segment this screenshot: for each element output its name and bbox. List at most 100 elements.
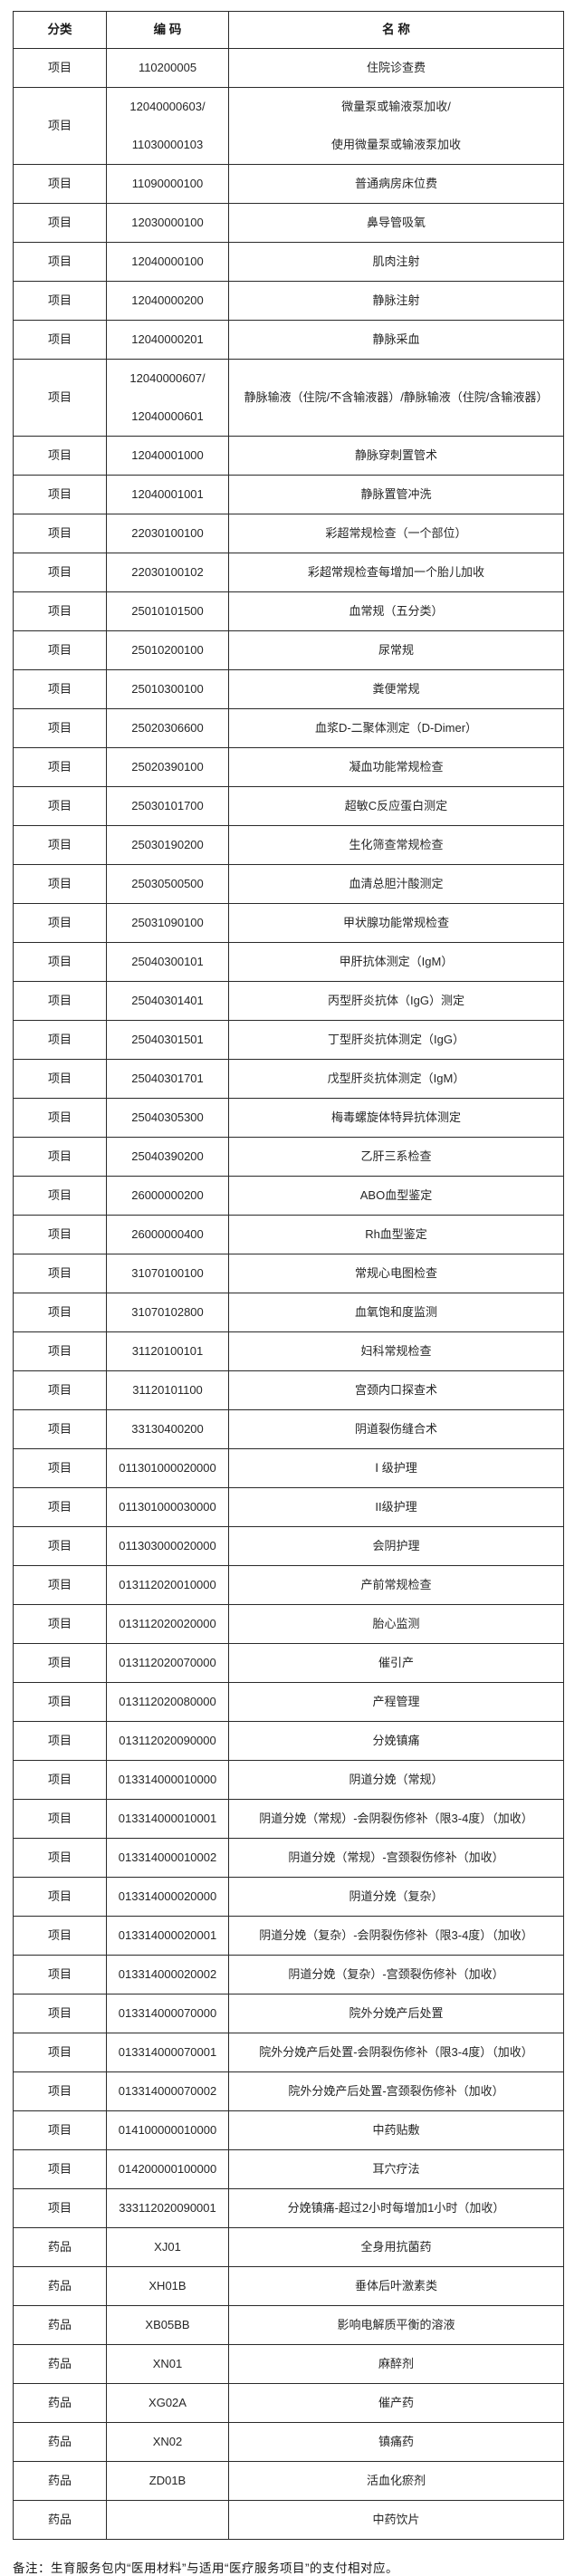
category-cell: 项目 (13, 2149, 107, 2189)
category-cell: 项目 (13, 553, 107, 592)
table-row: 项目 013314000020001 阴道分娩（复杂）-会阴裂伤修补（限3-4度… (13, 1916, 564, 1956)
code-cell: 31070100100 (106, 1254, 229, 1293)
category-cell: 药品 (13, 2305, 107, 2345)
code-cell: 011301000020000 (106, 1448, 229, 1488)
name-cell: 阴道分娩（复杂）-宫颈裂伤修补（加收） (228, 1955, 564, 1994)
table-row: 项目 014100000010000 中药贴敷 (13, 2110, 564, 2150)
table-row: 项目 333112020090001 分娩镇痛-超过2小时每增加1小时（加收） (13, 2188, 564, 2228)
name-cell: 凝血功能常规检查 (228, 747, 564, 787)
table-row: 项目 26000000400 Rh血型鉴定 (13, 1215, 564, 1254)
table-row: 项目 013314000020002 阴道分娩（复杂）-宫颈裂伤修补（加收） (13, 1955, 564, 1994)
category-cell: 项目 (13, 1098, 107, 1138)
table-row: 药品 XG02A 催产药 (13, 2383, 564, 2423)
code-cell: 25040301701 (106, 1059, 229, 1099)
category-cell: 项目 (13, 203, 107, 243)
category-cell: 项目 (13, 981, 107, 1021)
category-cell: 项目 (13, 1955, 107, 1994)
category-cell: 项目 (13, 1682, 107, 1722)
category-cell: 药品 (13, 2344, 107, 2384)
category-cell: 项目 (13, 87, 107, 165)
name-cell: 妇科常规检查 (228, 1331, 564, 1371)
name-cell: 分娩镇痛-超过2小时每增加1小时（加收） (228, 2188, 564, 2228)
category-cell: 项目 (13, 1370, 107, 1410)
name-cell: 胎心监测 (228, 1604, 564, 1644)
table-body: 项目 110200005 住院诊查费 项目 12040000603/ 11030… (13, 48, 564, 2540)
table-row: 项目 013314000020000 阴道分娩（复杂） (13, 1877, 564, 1917)
category-cell: 项目 (13, 1916, 107, 1956)
code-cell: 014100000010000 (106, 2110, 229, 2150)
category-cell: 项目 (13, 436, 107, 476)
category-cell: 项目 (13, 591, 107, 631)
table-row: 项目 31120101100 宫颈内口探查术 (13, 1370, 564, 1410)
table-row: 项目 12040000201 静脉采血 (13, 320, 564, 360)
name-cell: 阴道分娩（常规） (228, 1760, 564, 1800)
code-cell: 013314000070002 (106, 2071, 229, 2111)
code-cell: 25030101700 (106, 786, 229, 826)
code-cell (106, 2500, 229, 2540)
name-cell: 影响电解质平衡的溶液 (228, 2305, 564, 2345)
name-cell: 静脉输液（住院/不含输液器）/静脉输液（住院/含输液器） (228, 359, 564, 437)
category-cell: 项目 (13, 1526, 107, 1566)
code-cell: 12040000201 (106, 320, 229, 360)
table-row: 项目 22030100100 彩超常规检查（一个部位） (13, 514, 564, 553)
table-row: 项目 013314000070002 院外分娩产后处置-宫颈裂伤修补（加收） (13, 2071, 564, 2111)
table-row: 药品 XN02 镇痛药 (13, 2422, 564, 2462)
name-cell: 常规心电图检查 (228, 1254, 564, 1293)
name-cell: 阴道分娩（复杂） (228, 1877, 564, 1917)
name-cell: 彩超常规检查每增加一个胎儿加收 (228, 553, 564, 592)
table-row: 项目 26000000200 ABO血型鉴定 (13, 1176, 564, 1216)
table-row: 项目 12040000603/ 11030000103 微量泵或输液泵加收/ 使… (13, 87, 564, 165)
category-cell: 项目 (13, 1293, 107, 1332)
name-cell: 产前常规检查 (228, 1565, 564, 1605)
name-cell: 血清总胆汁酸测定 (228, 864, 564, 904)
name-cell: 静脉置管冲洗 (228, 475, 564, 514)
name-cell: 彩超常规检查（一个部位） (228, 514, 564, 553)
table-row: 项目 12030000100 鼻导管吸氧 (13, 203, 564, 243)
table-row: 项目 013112020090000 分娩镇痛 (13, 1721, 564, 1761)
code-cell: 25030500500 (106, 864, 229, 904)
name-cell: 微量泵或输液泵加收/ 使用微量泵或输液泵加收 (228, 87, 564, 165)
code-cell: 110200005 (106, 48, 229, 88)
code-cell: 25040301401 (106, 981, 229, 1021)
code-cell: 25010200100 (106, 630, 229, 670)
category-cell: 药品 (13, 2461, 107, 2501)
table-row: 项目 011301000020000 Ⅰ 级护理 (13, 1448, 564, 1488)
name-cell: 宫颈内口探查术 (228, 1370, 564, 1410)
table-row: 药品 XN01 麻醉剂 (13, 2344, 564, 2384)
name-cell: 戊型肝炎抗体测定（IgM） (228, 1059, 564, 1099)
category-cell: 项目 (13, 708, 107, 748)
category-cell: 项目 (13, 1565, 107, 1605)
name-cell: 血浆D-二聚体测定（D-Dimer） (228, 708, 564, 748)
category-cell: 药品 (13, 2383, 107, 2423)
header-row: 分类 编 码 名 称 (13, 11, 564, 49)
code-cell: 013314000010000 (106, 1760, 229, 1800)
category-cell: 项目 (13, 1176, 107, 1216)
name-cell: 丙型肝炎抗体（IgG）测定 (228, 981, 564, 1021)
name-cell: 活血化瘀剂 (228, 2461, 564, 2501)
code-cell: 26000000400 (106, 1215, 229, 1254)
name-cell: 静脉采血 (228, 320, 564, 360)
code-cell: 12040000100 (106, 242, 229, 282)
table-row: 项目 25010101500 血常规（五分类） (13, 591, 564, 631)
table-row: 项目 12040001001 静脉置管冲洗 (13, 475, 564, 514)
table-row: 项目 22030100102 彩超常规检查每增加一个胎儿加收 (13, 553, 564, 592)
name-cell: 阴道分娩（复杂）-会阴裂伤修补（限3-4度）（加收） (228, 1916, 564, 1956)
code-cell: 22030100102 (106, 553, 229, 592)
code-cell: 12040001000 (106, 436, 229, 476)
name-cell: 乙肝三系检查 (228, 1137, 564, 1177)
name-cell: 甲状腺功能常规检查 (228, 903, 564, 943)
code-cell: 333112020090001 (106, 2188, 229, 2228)
footnote: 备注：生育服务包内“医用材料”与适用“医疗服务项目”的支付相对应。 (13, 2562, 398, 2575)
category-cell: 项目 (13, 164, 107, 204)
category-cell: 项目 (13, 1331, 107, 1371)
name-cell: 鼻导管吸氧 (228, 203, 564, 243)
code-cell: XB05BB (106, 2305, 229, 2345)
code-cell: 26000000200 (106, 1176, 229, 1216)
code-cell: 013314000010002 (106, 1838, 229, 1878)
code-cell: 33130400200 (106, 1409, 229, 1449)
name-cell: 生化筛查常规检查 (228, 825, 564, 865)
category-cell: 项目 (13, 2188, 107, 2228)
code-cell: 12040000603/ 11030000103 (106, 87, 229, 165)
table-row: 项目 12040000200 静脉注射 (13, 281, 564, 321)
table-row: 项目 31120100101 妇科常规检查 (13, 1331, 564, 1371)
